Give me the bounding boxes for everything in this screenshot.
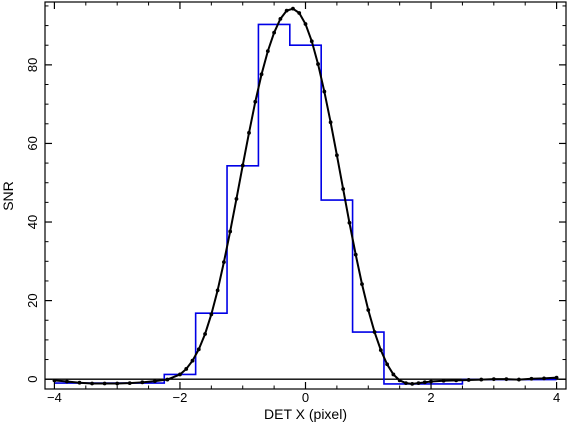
- model-curve-point: [196, 347, 201, 352]
- model-curve-point: [441, 378, 446, 383]
- model-curve-point: [52, 378, 57, 383]
- model-curve-point: [284, 8, 289, 13]
- model-curve-point: [215, 288, 220, 293]
- model-curve-point: [491, 377, 496, 382]
- model-curve-point: [360, 282, 364, 286]
- model-curve-point: [322, 89, 327, 94]
- model-curve-point: [65, 379, 69, 384]
- model-curve-point: [328, 120, 333, 125]
- model-curve-point: [152, 379, 157, 384]
- model-curve-point: [240, 163, 245, 168]
- plot-content: [45, 6, 566, 386]
- model-curve-point: [504, 377, 509, 382]
- x-tick-label: 2: [427, 390, 434, 405]
- model-curve-point: [90, 381, 94, 386]
- model-curve-point: [347, 220, 352, 225]
- model-curve-point: [165, 377, 170, 382]
- model-curve-point: [410, 381, 415, 386]
- model-curve-point: [209, 312, 214, 317]
- model-curve-point: [429, 379, 433, 384]
- model-curve-point: [278, 16, 283, 21]
- model-curve-point: [529, 376, 534, 381]
- model-curve-point: [178, 372, 182, 377]
- x-axis-label: DET X (pixel): [264, 406, 347, 422]
- x-tick-label: −4: [47, 390, 62, 405]
- model-curve-point: [391, 372, 396, 377]
- model-curve-point: [416, 381, 421, 386]
- y-axis-label: SNR: [0, 181, 16, 211]
- y-tick-label: 40: [25, 215, 40, 229]
- y-tick-label: 60: [25, 136, 40, 150]
- x-tick-label: −2: [173, 390, 188, 405]
- model-curve-point: [234, 196, 239, 201]
- x-tick-label: 4: [553, 390, 560, 405]
- model-curve-point: [253, 99, 258, 104]
- model-curve-point: [127, 381, 132, 386]
- model-curve-point: [372, 330, 377, 334]
- model-curve-point: [259, 72, 264, 77]
- y-tick-label: 80: [25, 58, 40, 72]
- model-curve-point: [272, 30, 277, 35]
- model-curve-point: [517, 377, 521, 382]
- model-curve-point: [554, 375, 559, 380]
- model-curve-point: [366, 308, 371, 312]
- y-tick-label: 20: [25, 293, 40, 307]
- model-curve-point: [291, 6, 295, 11]
- model-curve-point: [404, 381, 408, 386]
- model-curve-point: [297, 11, 302, 15]
- x-tick-label: 0: [302, 390, 309, 405]
- model-curve-point: [341, 187, 346, 191]
- model-curve-point: [334, 153, 339, 158]
- model-curve-point: [77, 380, 82, 385]
- model-curve-point: [115, 381, 120, 386]
- y-tick-label: 0: [25, 376, 40, 383]
- model-curve-point: [397, 378, 402, 383]
- model-curve-point: [542, 376, 546, 381]
- model-curve-point: [190, 358, 195, 363]
- model-curve-point: [422, 380, 427, 385]
- model-curve-point: [466, 378, 471, 382]
- model-curve-point: [479, 377, 484, 382]
- model-curve-point: [353, 252, 358, 257]
- model-curve-point: [303, 22, 308, 26]
- model-curve-point: [203, 332, 207, 336]
- model-curve-point: [228, 229, 233, 234]
- model-curve-point: [247, 130, 251, 135]
- model-curve-point: [385, 362, 389, 367]
- model-curve-point: [316, 62, 320, 66]
- model-curve-point: [184, 367, 189, 371]
- model-curve-point: [265, 49, 270, 54]
- model-curve-point: [454, 378, 459, 383]
- model-curve-point: [140, 380, 145, 385]
- model-curve-point: [102, 381, 107, 386]
- model-curve-point: [309, 39, 314, 44]
- histogram-step-series: [54, 23, 557, 385]
- model-curve-point: [378, 348, 383, 352]
- model-curve-point: [222, 260, 226, 264]
